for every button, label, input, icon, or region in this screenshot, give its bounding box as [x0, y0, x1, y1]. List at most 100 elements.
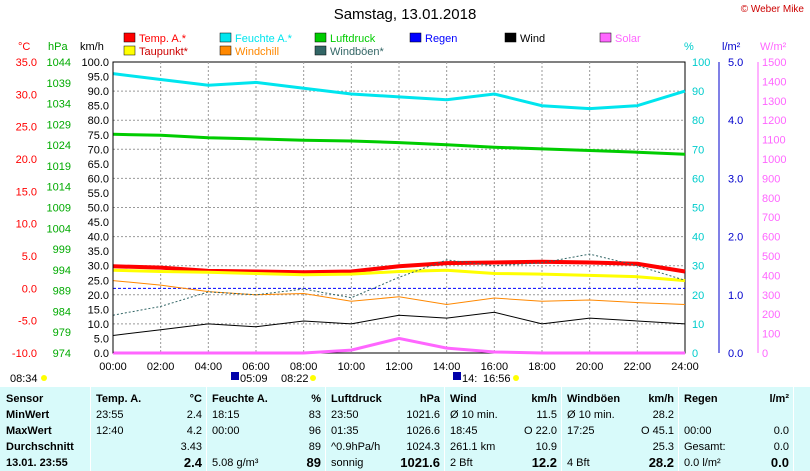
time-tick-label: 24:00 [671, 361, 699, 373]
legend-swatch [314, 45, 327, 56]
pct-tick-label: 0 [692, 348, 698, 360]
time-tick-label: 22:00 [624, 361, 652, 373]
moon-icon [453, 372, 461, 380]
stats-row: 18:45 O 22.0 [444, 423, 561, 439]
legend-swatch [409, 32, 422, 43]
hpa-tick-label: 979 [53, 327, 71, 339]
stats-column: Wind km/h Ø 10 min. 11.5 18:45 O 22.0 261.1 km… [444, 387, 562, 471]
time-tick-label: 02:00 [147, 361, 175, 373]
stats-row: Wind km/h [444, 391, 561, 407]
sunset-time: 16:56 [483, 373, 511, 385]
stats-label: ^0.9hPa/h [331, 441, 381, 453]
temp-tick-label: 5.0 [22, 251, 37, 263]
legend: Temp. A.* Feuchte A.* Luftdruck Regen Wind So… [123, 32, 641, 58]
kmh-unit: km/h [80, 41, 104, 53]
hpa-tick-label: 999 [53, 244, 71, 256]
moonset2-time: 08:22 [281, 373, 309, 385]
solar-tick-label: 700 [762, 212, 780, 224]
time-tick-label: 14:00 [433, 361, 461, 373]
stats-label: 0.0 l/m² [684, 457, 721, 469]
temp-tick-label: 30.0 [16, 89, 37, 101]
stats-row: MinWert [0, 407, 90, 423]
kmh-tick-label: 35.0 [88, 246, 109, 258]
stats-row [678, 407, 793, 423]
pct-tick-label: 70 [692, 144, 704, 156]
stats-label: 01:35 [331, 425, 359, 437]
pct-tick-label: 50 [692, 203, 704, 215]
solar-tick-label: 800 [762, 193, 780, 205]
stats-label: Windböen [567, 393, 621, 405]
time-tick-label: 00:00 [99, 361, 127, 373]
solar-tick-label: 600 [762, 232, 780, 244]
grid [112, 61, 686, 354]
weather-chart: 35.0 30.0 25.0 20.0 15.0 10.0 5.0 0.0 -5.0 -10.0 1… [10, 32, 787, 385]
stats-row: Windböen km/h [561, 391, 678, 407]
hpa-tick-label: 1019 [47, 161, 71, 173]
stats-label: Regen [684, 393, 718, 405]
kmh-tick-label: 95.0 [88, 72, 109, 84]
stats-row: 89 [206, 439, 325, 455]
stats-value: 0.0 [773, 425, 789, 437]
time-tick-label: 10:00 [338, 361, 366, 373]
stats-label: 261.1 km [450, 441, 496, 453]
pct-tick-label: 20 [692, 290, 704, 302]
stats-value: 83 [308, 409, 321, 421]
solar-tick-label: 1500 [762, 57, 786, 69]
stats-row: Ø 10 min. 11.5 [444, 407, 561, 423]
temp-tick-label: 35.0 [16, 57, 37, 69]
kmh-tick-label: 25.0 [88, 275, 109, 287]
stats-value: 2.4 [183, 455, 202, 470]
stats-value: l/m² [769, 393, 789, 405]
solar-tick-label: 1000 [762, 154, 786, 166]
stats-value: km/h [648, 393, 674, 405]
series-line [112, 72, 686, 111]
hpa-tick-label: 974 [53, 348, 71, 360]
stats-row: 261.1 km 10.9 [444, 439, 561, 455]
legend-swatch [123, 32, 136, 43]
series-line [113, 336, 685, 355]
time-tick-label: 12:00 [385, 361, 413, 373]
legend-swatch [599, 32, 612, 43]
time-tick-label: 18:00 [528, 361, 556, 373]
sun-icon [513, 375, 519, 381]
rain-tick-label: 1.0 [728, 290, 743, 302]
stats-label: 00:00 [212, 425, 240, 437]
rain-tick-label: 3.0 [728, 173, 743, 185]
rain-unit: l/m² [722, 41, 741, 53]
axes-layer: 35.0 30.0 25.0 20.0 15.0 10.0 5.0 0.0 -5.0 -10.0 1… [12, 41, 787, 373]
legend-label: Windchill [235, 46, 279, 58]
stats-value: 3.43 [180, 441, 202, 453]
legend-swatch [504, 32, 517, 43]
kmh-tick-label: 45.0 [88, 217, 109, 229]
kmh-tick-label: 0.0 [94, 348, 109, 360]
stats-value: 12.2 [531, 455, 557, 470]
stats-value: km/h [531, 393, 557, 405]
stats-label: 18:45 [450, 425, 478, 437]
series-line [112, 253, 686, 316]
stats-column: Windböen km/h Ø 10 min. 28.2 17:25 O 45.1 25.3… [561, 387, 679, 471]
series-line [112, 280, 686, 306]
hpa-tick-label: 1024 [47, 140, 71, 152]
rain-tick-label: 0.0 [728, 348, 743, 360]
stats-column: Regen l/m² 00:00 0.0 Gesamt: 0.0 0.0 l/m² 0.0 [678, 387, 794, 471]
stats-value: 10.9 [535, 441, 557, 453]
legend-label: Temp. A.* [139, 33, 187, 45]
legend-label: Taupunkt* [139, 46, 189, 58]
stats-value: 89 [306, 455, 321, 470]
stats-value: 1026.6 [406, 425, 440, 437]
kmh-tick-label: 40.0 [88, 232, 109, 244]
moon-icon [231, 372, 239, 380]
solar-tick-label: 500 [762, 251, 780, 263]
copyright[interactable]: © Weber Mike [740, 4, 804, 15]
pct-tick-label: 90 [692, 86, 704, 98]
stats-value: 0.0 [770, 455, 789, 470]
legend-swatch [219, 45, 232, 56]
hpa-tick-label: 1044 [47, 57, 71, 69]
stats-label: MinWert [6, 409, 50, 421]
hpa-tick-label: 1039 [47, 78, 71, 90]
stats-column: Feuchte A.% 18:15 83 00:00 96 89 5.08 g/m³ 89 [206, 387, 326, 471]
pct-tick-label: 10 [692, 319, 704, 331]
stats-value: 89 [308, 441, 321, 453]
hpa-tick-label: 994 [53, 265, 71, 277]
temp-tick-label: 10.0 [16, 219, 37, 231]
